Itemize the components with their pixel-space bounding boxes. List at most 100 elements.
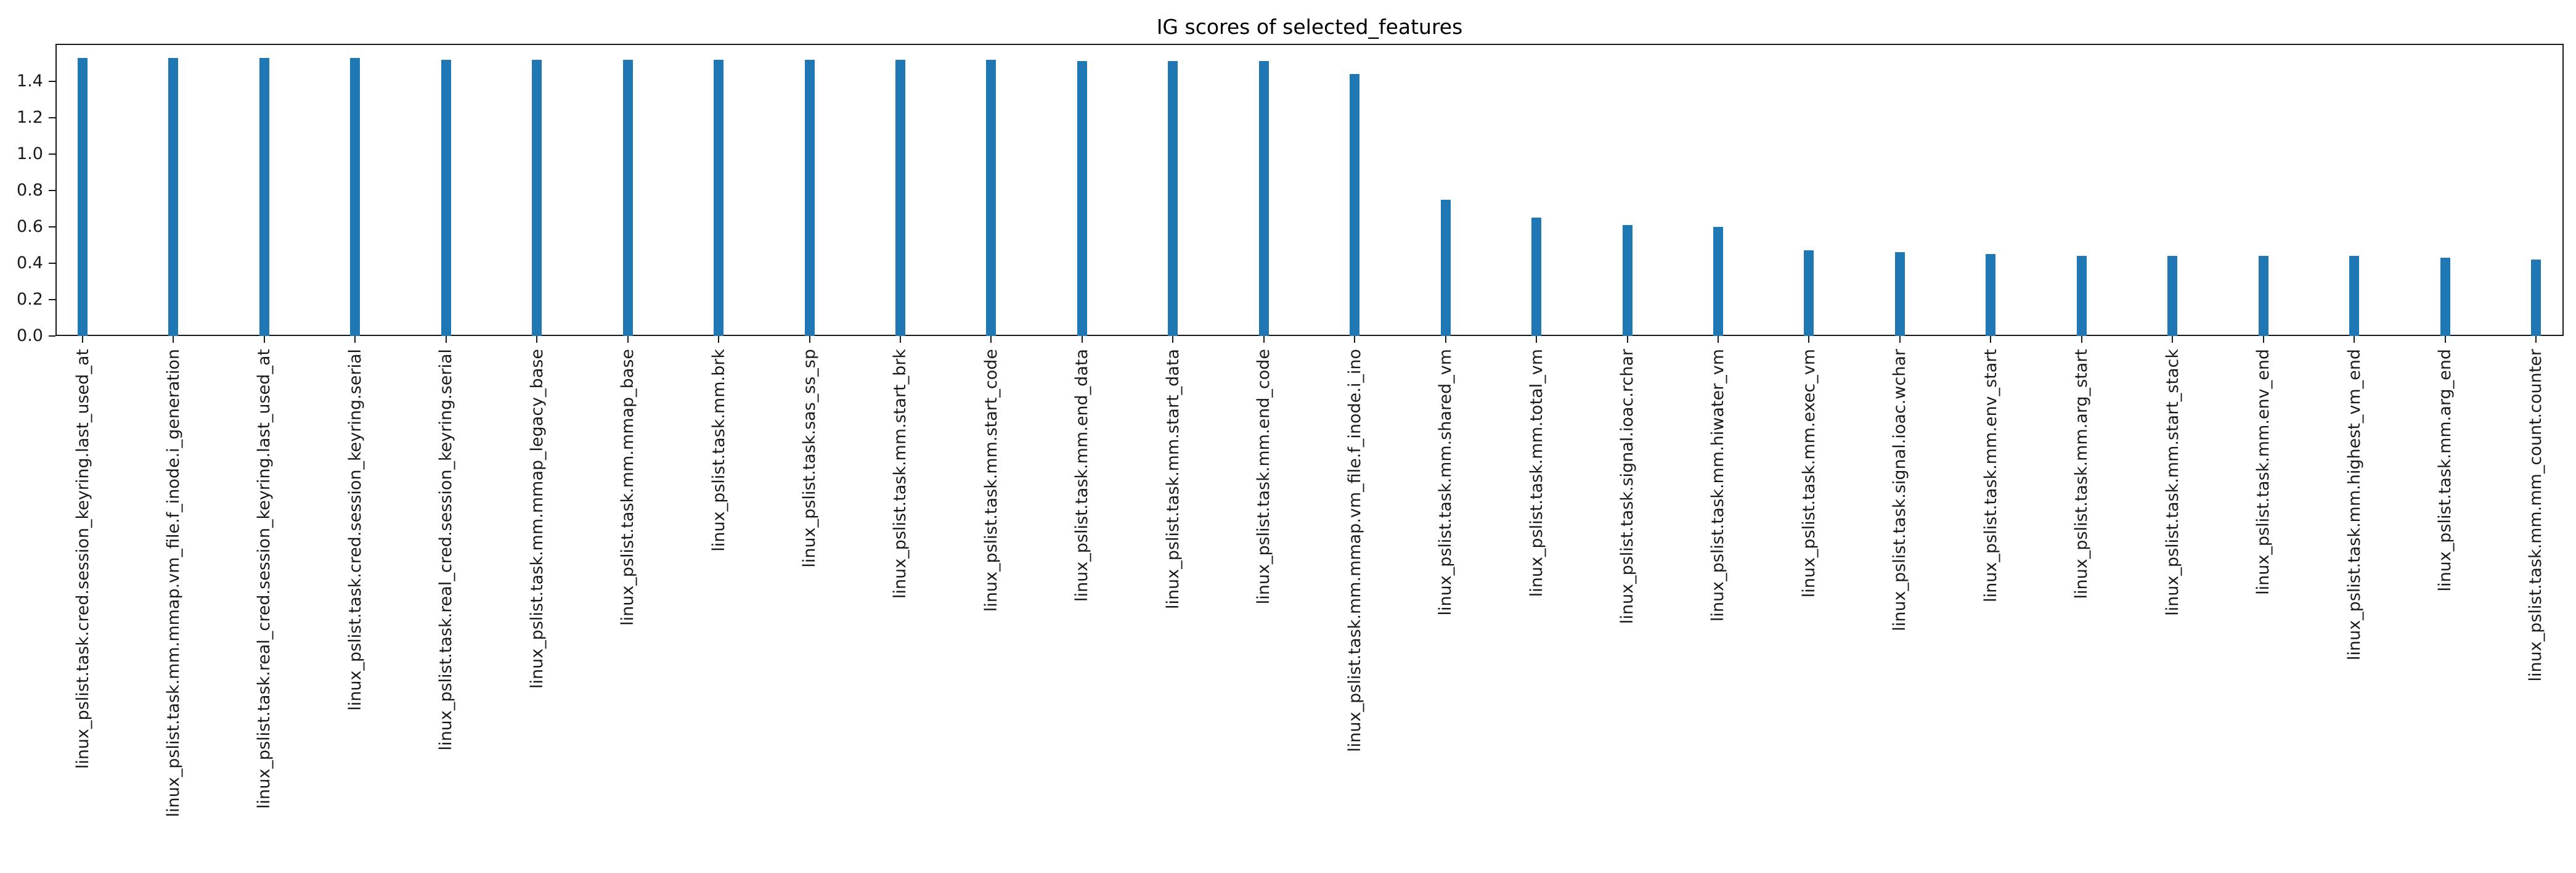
bar bbox=[1440, 199, 1451, 336]
bar bbox=[350, 57, 361, 336]
x-tick-mark bbox=[82, 336, 83, 343]
chart-title: IG scores of selected_features bbox=[1156, 15, 1463, 39]
x-tick-mark bbox=[2354, 336, 2355, 343]
bar bbox=[168, 57, 179, 336]
bar bbox=[259, 57, 269, 336]
x-tick-label: linux_pslist.task.mm.mmap.vm_file.f_inod… bbox=[1345, 349, 1364, 752]
bar bbox=[1894, 252, 1905, 336]
bar bbox=[804, 59, 815, 336]
y-tick-mark bbox=[49, 189, 55, 191]
bar bbox=[532, 59, 542, 336]
bar bbox=[986, 59, 997, 336]
x-tick-label: linux_pslist.task.mm.env_start bbox=[1981, 349, 2000, 602]
y-tick-mark bbox=[49, 226, 55, 227]
bar bbox=[1622, 225, 1632, 336]
x-tick-mark bbox=[1263, 336, 1265, 343]
x-tick-label: linux_pslist.task.mm.highest_vm_end bbox=[2344, 349, 2364, 661]
y-tick-mark bbox=[49, 153, 55, 155]
bar bbox=[1077, 61, 1087, 336]
x-tick-label: linux_pslist.task.mm.hiwater_vm bbox=[1708, 349, 1728, 622]
bar bbox=[622, 59, 633, 336]
x-tick-mark bbox=[627, 336, 629, 343]
y-tick-label: 0.6 bbox=[17, 216, 43, 236]
x-tick-label: linux_pslist.task.mm.shared_vm bbox=[1436, 349, 1456, 616]
x-tick-label: linux_pslist.task.signal.ioac.wchar bbox=[1890, 349, 1910, 631]
y-tick-label: 1.2 bbox=[17, 107, 43, 127]
bar bbox=[441, 59, 451, 336]
x-tick-label: linux_pslist.task.signal.ioac.rchar bbox=[1618, 349, 1637, 625]
bar bbox=[2076, 256, 2087, 336]
y-tick-label: 0.0 bbox=[17, 326, 43, 345]
x-tick-label: linux_pslist.task.mm.arg_end bbox=[2435, 349, 2455, 592]
x-tick-mark bbox=[2172, 336, 2174, 343]
x-tick-mark bbox=[1808, 336, 1810, 343]
x-tick-mark bbox=[1354, 336, 1356, 343]
y-tick-label: 1.4 bbox=[17, 71, 43, 91]
x-tick-label: linux_pslist.task.mm.mmap_legacy_base bbox=[527, 349, 547, 689]
x-tick-label: linux_pslist.task.sas_ss_sp bbox=[800, 349, 820, 568]
y-tick-label: 0.2 bbox=[17, 289, 43, 309]
x-tick-mark bbox=[990, 336, 992, 343]
x-tick-mark bbox=[1899, 336, 1901, 343]
x-tick-mark bbox=[1172, 336, 1174, 343]
x-tick-mark bbox=[809, 336, 810, 343]
x-tick-label: linux_pslist.task.mm.arg_start bbox=[2072, 349, 2092, 599]
x-tick-mark bbox=[263, 336, 265, 343]
x-tick-label: linux_pslist.task.mm.start_stack bbox=[2162, 349, 2182, 616]
x-tick-mark bbox=[899, 336, 901, 343]
y-tick-label: 0.4 bbox=[17, 253, 43, 273]
x-tick-mark bbox=[1536, 336, 1538, 343]
x-tick-mark bbox=[2535, 336, 2537, 343]
bar bbox=[1804, 250, 1814, 336]
bar bbox=[1531, 218, 1542, 336]
bar bbox=[2349, 256, 2360, 336]
x-tick-mark bbox=[1626, 336, 1628, 343]
bar bbox=[1350, 74, 1360, 336]
y-tick-mark bbox=[49, 298, 55, 300]
x-tick-label: linux_pslist.task.real_cred.session_keyr… bbox=[255, 349, 274, 809]
x-tick-label: linux_pslist.task.mm.total_vm bbox=[1526, 349, 1546, 597]
x-tick-label: linux_pslist.task.mm.exec_vm bbox=[1799, 349, 1819, 598]
y-tick-mark bbox=[49, 335, 55, 337]
x-tick-label: linux_pslist.task.mm.mmap.vm_file.f_inod… bbox=[163, 349, 183, 818]
bar bbox=[78, 57, 88, 336]
x-tick-mark bbox=[2262, 336, 2264, 343]
bar bbox=[2167, 256, 2178, 336]
x-tick-mark bbox=[1081, 336, 1083, 343]
x-tick-mark bbox=[718, 336, 720, 343]
bar bbox=[1258, 61, 1269, 336]
x-tick-label: linux_pslist.task.mm.brk bbox=[709, 349, 728, 552]
x-tick-label: linux_pslist.task.real_cred.session_keyr… bbox=[436, 349, 456, 751]
bar bbox=[1986, 254, 1996, 336]
bar bbox=[2440, 258, 2450, 336]
y-tick-mark bbox=[49, 262, 55, 264]
bar bbox=[1713, 226, 1723, 336]
x-tick-label: linux_pslist.task.mm.end_data bbox=[1072, 349, 1092, 602]
x-tick-mark bbox=[1445, 336, 1446, 343]
bar bbox=[2258, 256, 2268, 336]
x-tick-mark bbox=[2081, 336, 2082, 343]
plot-area bbox=[55, 44, 2564, 336]
bar bbox=[895, 59, 905, 336]
y-tick-mark bbox=[49, 117, 55, 118]
x-tick-mark bbox=[354, 336, 356, 343]
x-tick-label: linux_pslist.task.mm.mmap_base bbox=[618, 349, 638, 626]
y-tick-mark bbox=[49, 80, 55, 82]
x-tick-mark bbox=[1717, 336, 1719, 343]
x-tick-label: linux_pslist.task.mm.start_data bbox=[1163, 349, 1183, 609]
x-tick-label: linux_pslist.task.mm.start_code bbox=[981, 349, 1001, 612]
x-tick-label: linux_pslist.task.mm.end_code bbox=[1254, 349, 1274, 605]
bar bbox=[714, 59, 724, 336]
bar bbox=[1168, 61, 1178, 336]
x-tick-label: linux_pslist.task.cred.session_keyring.l… bbox=[73, 349, 92, 769]
x-tick-mark bbox=[536, 336, 538, 343]
x-tick-label: linux_pslist.task.cred.session_keyring.s… bbox=[345, 349, 365, 711]
x-tick-mark bbox=[445, 336, 447, 343]
x-tick-mark bbox=[173, 336, 174, 343]
bar bbox=[2530, 260, 2541, 336]
x-tick-label: linux_pslist.task.mm.start_brk bbox=[891, 349, 910, 599]
x-tick-mark bbox=[2444, 336, 2446, 343]
x-tick-label: linux_pslist.task.mm.env_end bbox=[2254, 349, 2273, 595]
